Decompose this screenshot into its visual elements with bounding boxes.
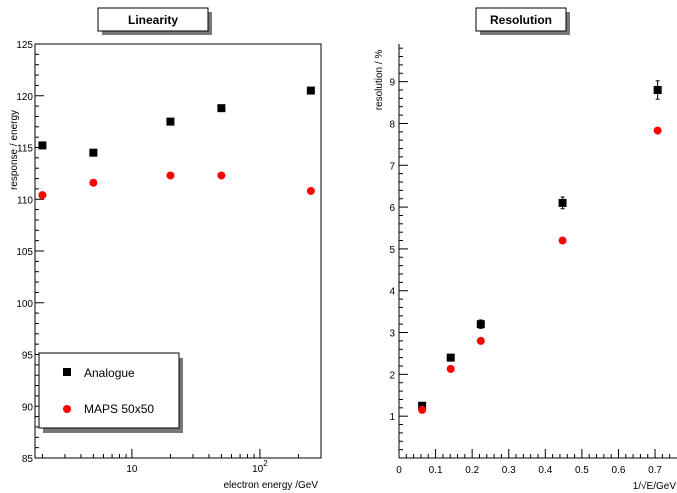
x-tick-label: 0.1	[429, 465, 443, 476]
x-tick-label: 0	[396, 465, 402, 476]
maps-point	[446, 364, 455, 373]
analogue-point	[38, 141, 47, 150]
linearity-y-axis: 85 90 95 100 105 110 115 120 125	[16, 40, 44, 465]
y-tick-label: 3	[389, 329, 395, 340]
x-tick-label: 0.7	[648, 465, 662, 476]
resolution-title-box: Resolution	[475, 7, 570, 35]
y-tick-label: 1	[389, 412, 395, 423]
resolution-x-axis: 0 0.1 0.2 0.3 0.4 0.5 0.6 0.7	[396, 449, 671, 476]
y-tick-label: 2	[389, 370, 395, 381]
legend-circle-marker	[63, 405, 71, 413]
maps-point	[38, 191, 47, 200]
analogue-point	[306, 86, 315, 95]
y-tick-label: 95	[22, 351, 34, 362]
analogue-point	[217, 104, 226, 113]
resolution-y-axis-title: resolution / %	[374, 50, 385, 111]
x-tick-label: 102	[252, 459, 268, 475]
x-tick-label: 0.4	[538, 465, 552, 476]
x-tick-label: 0.3	[502, 465, 516, 476]
linearity-x-axis: 10 102	[41, 449, 322, 475]
maps-point	[217, 171, 226, 180]
maps-point	[558, 236, 567, 245]
maps-point	[476, 336, 485, 345]
resolution-data-points	[418, 80, 662, 414]
y-tick-label: 4	[389, 287, 395, 298]
linearity-title-frame	[97, 7, 209, 32]
linearity-panel: Linearity 85 90 95 100 105 110 115 120 125 10 102…	[9, 7, 322, 491]
y-tick-label: 6	[389, 203, 395, 214]
x-tick-label: 0.5	[575, 465, 589, 476]
x-tick-label: 0.6	[612, 465, 626, 476]
linearity-data-points	[38, 86, 315, 200]
legend-square-marker	[63, 368, 71, 376]
y-tick-label: 105	[16, 247, 33, 258]
analogue-point	[446, 353, 455, 362]
maps-point	[418, 405, 427, 414]
legend-label-analogue: Analogue	[84, 366, 135, 380]
resolution-title: Resolution	[490, 13, 552, 27]
x-tick-label: 10	[126, 464, 138, 475]
y-tick-label: 7	[389, 161, 395, 172]
x-tick-label: 0.2	[465, 465, 479, 476]
maps-point	[653, 126, 662, 135]
maps-point	[166, 171, 175, 180]
analogue-point	[558, 198, 567, 207]
resolution-panel: Resolution 1 2 3 4 5 6 7 8 9 0 0.1 0.2 0.3 0.4 0.5 0.6…	[374, 7, 677, 492]
maps-point	[89, 178, 98, 187]
y-tick-label: 125	[16, 40, 33, 51]
linearity-legend: Analogue MAPS 50x50	[38, 352, 183, 433]
analogue-point	[418, 401, 427, 410]
analogue-point	[476, 320, 485, 329]
resolution-y-axis: 1 2 3 4 5 6 7 8 9	[389, 47, 408, 451]
analogue-point	[653, 86, 662, 94]
legend-label-maps: MAPS 50x50	[84, 402, 154, 416]
analogue-point	[166, 117, 175, 126]
linearity-y-axis-title: response / energy	[9, 110, 20, 190]
y-tick-label: 115	[17, 144, 33, 155]
y-tick-label: 120	[16, 92, 33, 103]
y-tick-label: 85	[22, 454, 34, 465]
y-tick-label: 110	[17, 195, 33, 206]
linearity-title: Linearity	[128, 13, 178, 27]
maps-point	[306, 186, 315, 195]
linearity-x-axis-title: electron energy /GeV	[224, 480, 319, 491]
legend-frame	[38, 352, 180, 429]
y-tick-label: 90	[22, 402, 34, 413]
y-tick-label: 100	[16, 299, 33, 310]
y-tick-label: 9	[389, 78, 395, 89]
resolution-x-axis-title: 1/√E/GeV	[633, 480, 677, 492]
y-tick-label: 8	[389, 119, 395, 130]
resolution-title-frame	[475, 7, 567, 32]
analogue-point	[89, 148, 98, 157]
y-tick-label: 5	[389, 245, 395, 256]
linearity-title-box: Linearity	[97, 7, 212, 35]
